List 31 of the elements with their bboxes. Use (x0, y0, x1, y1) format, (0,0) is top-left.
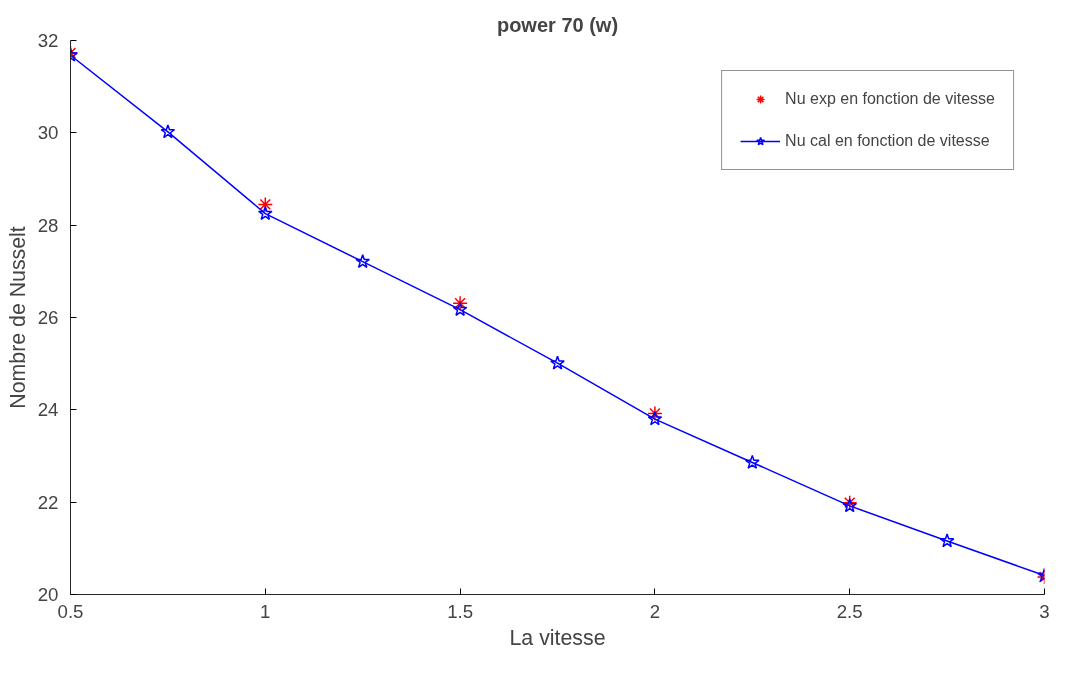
point (744, 454, 760, 469)
y-tick-label: 30 (37, 122, 59, 144)
point (647, 411, 663, 426)
y-tick-label: 32 (37, 30, 59, 51)
point (842, 498, 858, 513)
x-axis-title: La vitesse (509, 625, 606, 650)
legend-label: Nu exp en fonction de vitesse (785, 90, 995, 108)
point (939, 533, 955, 548)
y-tick-label: 28 (37, 214, 59, 236)
x-tick-label: 3 (1039, 600, 1050, 622)
x-tick-label: 1.5 (447, 600, 474, 622)
x-tick-label: 2 (649, 600, 661, 622)
point (257, 205, 273, 221)
point (160, 124, 176, 139)
point (452, 301, 468, 317)
point (452, 295, 468, 311)
y-tick-label: 26 (37, 307, 59, 328)
x-tick-label: 2.5 (836, 600, 863, 622)
point (257, 196, 274, 213)
point (550, 355, 565, 370)
point (841, 494, 858, 511)
x-tick-label: 1 (260, 600, 271, 622)
legend-label: Nu cal en fonction de vitesse (785, 132, 990, 150)
y-tick-label: 24 (37, 399, 59, 421)
point (355, 253, 371, 269)
y-tick-label: 22 (37, 491, 59, 513)
point (647, 405, 663, 422)
y-axis-title: Nombre de Nusselt (5, 226, 30, 409)
y-tick-label: 20 (37, 584, 59, 605)
chart-title: power 70 (w) (496, 13, 619, 36)
x-tick-label: 0.5 (57, 600, 84, 622)
